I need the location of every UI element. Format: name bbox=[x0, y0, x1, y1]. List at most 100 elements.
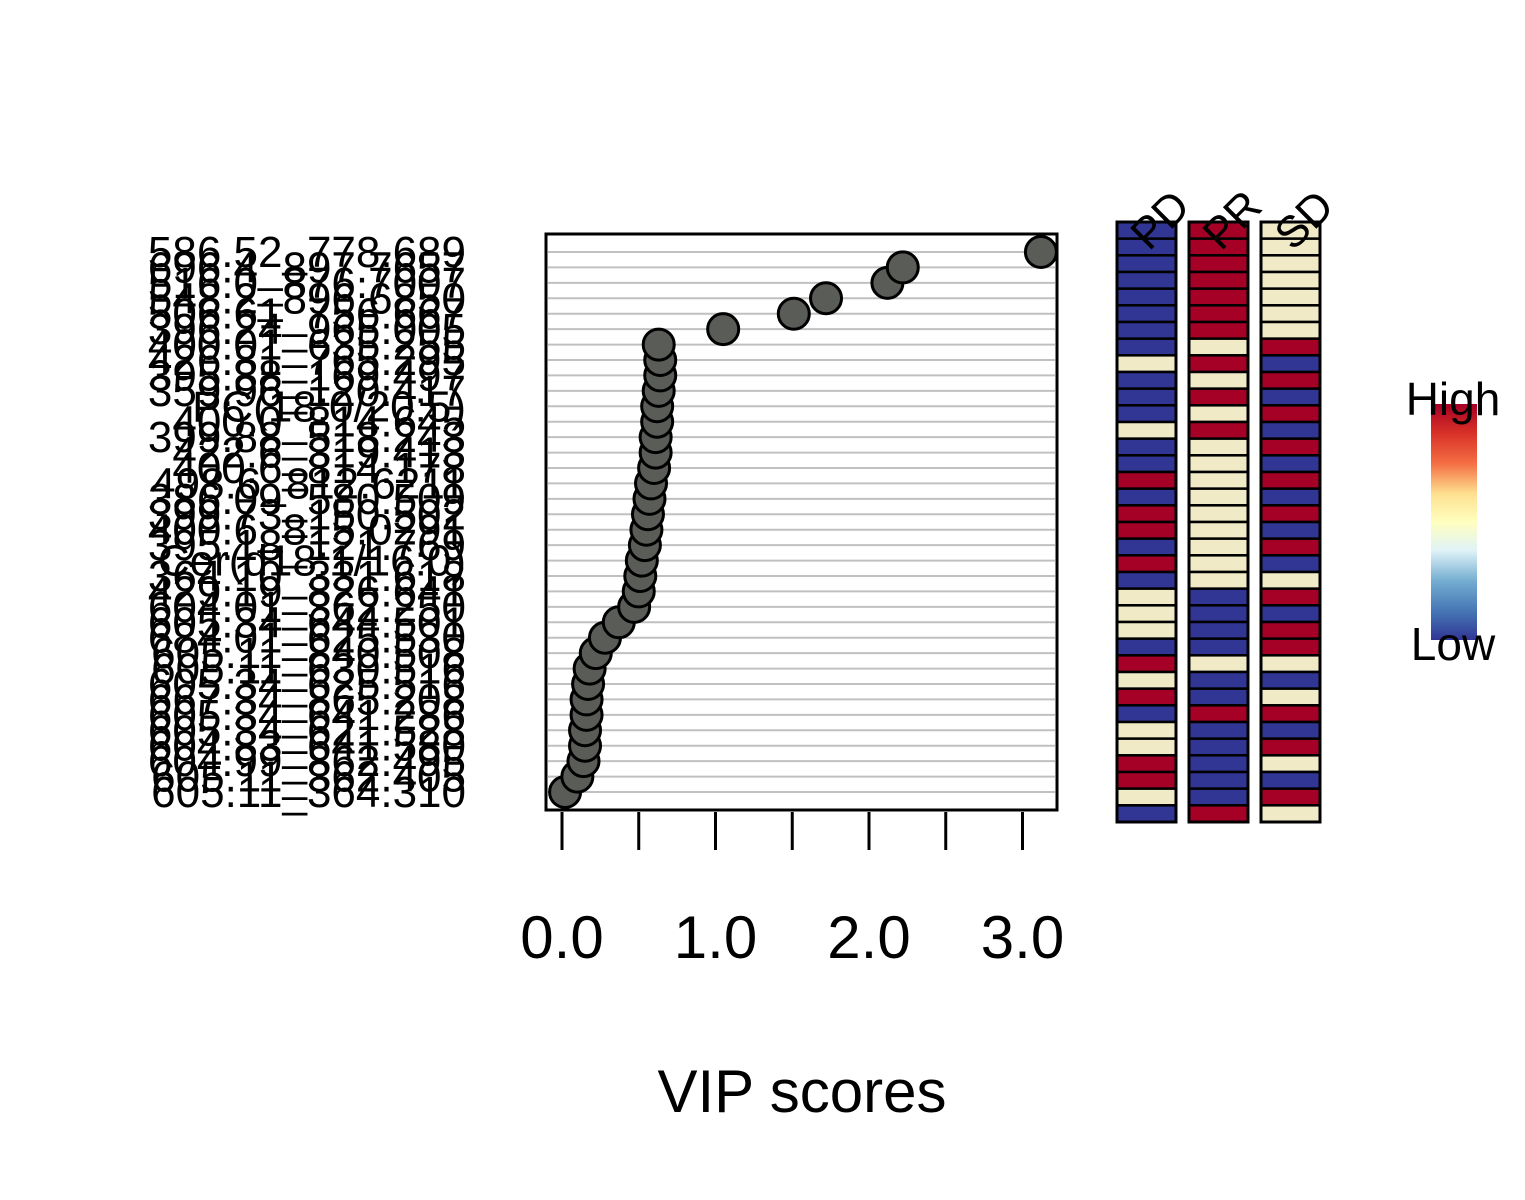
heatmap-cell bbox=[1187, 704, 1250, 724]
heatmap-cell bbox=[1187, 487, 1250, 507]
heatmap-cell bbox=[1115, 287, 1178, 307]
heatmap-cell bbox=[1259, 304, 1322, 324]
heatmap-cell bbox=[1259, 737, 1322, 757]
feature-label: 605.11_630.516 bbox=[151, 645, 466, 694]
heatmap-cell bbox=[1259, 787, 1322, 807]
feature-label: 386.09_580.509 bbox=[148, 475, 466, 524]
heatmap-cell bbox=[1115, 804, 1178, 824]
heatmap-cell bbox=[1115, 687, 1178, 707]
feature-label: 604.83_641.580 bbox=[148, 722, 466, 771]
heatmap-cell bbox=[1115, 420, 1178, 440]
feature-label: 506.61_756.667 bbox=[148, 290, 466, 339]
x-axis-label: VIP scores bbox=[657, 1058, 946, 1125]
feature-label: 586.52_778.689 bbox=[148, 228, 466, 277]
feature-label: 604.99_862.495 bbox=[148, 737, 466, 786]
heatmap-cell bbox=[1259, 637, 1322, 657]
group-heatmap bbox=[1115, 220, 1322, 824]
feature-label: 400.0_814.645 bbox=[172, 398, 466, 447]
heatmap-cell bbox=[1259, 804, 1322, 824]
feature-label: 605.34_644.501 bbox=[148, 598, 466, 647]
feature-label: PC(18:0/20:5) bbox=[192, 382, 466, 431]
heatmap-cell bbox=[1259, 570, 1322, 590]
feature-label: 605.11_364.310 bbox=[151, 768, 466, 817]
heatmap-cell bbox=[1187, 637, 1250, 657]
feature-label: 396.24_965.005 bbox=[148, 305, 466, 354]
heatmap-cell bbox=[1187, 337, 1250, 357]
heatmap-cell bbox=[1115, 637, 1178, 657]
heatmap-cell bbox=[1115, 770, 1178, 790]
heatmap-cell bbox=[1187, 287, 1250, 307]
heatmap-cell bbox=[1259, 587, 1322, 607]
heatmap-cell bbox=[1187, 387, 1250, 407]
heatmap-cell bbox=[1187, 270, 1250, 290]
heatmap-column-border bbox=[1187, 220, 1250, 824]
legend-high-label: High bbox=[1406, 373, 1501, 425]
heatmap-cell bbox=[1187, 554, 1250, 574]
heatmap-cell bbox=[1115, 337, 1178, 357]
heatmap-cell bbox=[1259, 687, 1322, 707]
heatmap-cell bbox=[1259, 470, 1322, 490]
heatmap-cell bbox=[1115, 370, 1178, 390]
feature-label: 605.11_362.405 bbox=[151, 753, 466, 802]
heatmap-cell bbox=[1259, 454, 1322, 474]
heatmap-cell bbox=[1259, 604, 1322, 624]
feature-label: 399.88_518.243 bbox=[148, 413, 466, 462]
heatmap-cell bbox=[1259, 754, 1322, 774]
feature-label: 422.6_319.413 bbox=[172, 429, 466, 478]
heatmap-cell bbox=[1187, 754, 1250, 774]
vip-point bbox=[776, 296, 811, 331]
heatmap-cell bbox=[1115, 354, 1178, 374]
grid-lines bbox=[548, 251, 1055, 793]
heatmap-cell bbox=[1115, 754, 1178, 774]
feature-label: 359.96_120.417 bbox=[148, 367, 466, 416]
feature-label: 605.34_621.528 bbox=[148, 706, 466, 755]
plot-frame bbox=[544, 232, 1059, 812]
heatmap-cell bbox=[1187, 787, 1250, 807]
heatmap-cell bbox=[1187, 654, 1250, 674]
heatmap-cell bbox=[1259, 270, 1322, 290]
x-tick-label: 1.0 bbox=[674, 904, 757, 971]
heatmap-cell bbox=[1115, 320, 1178, 340]
heatmap-cell bbox=[1187, 454, 1250, 474]
vip-point bbox=[885, 250, 920, 285]
legend-low-label: Low bbox=[1411, 618, 1496, 670]
heatmap-cell bbox=[1115, 604, 1178, 624]
heatmap-cell bbox=[1259, 354, 1322, 374]
feature-labels: 586.52_778.689696.4_897.7657516.0_876.70… bbox=[148, 228, 466, 817]
feature-label: 426.81_765.295 bbox=[148, 336, 466, 385]
heatmap-cell bbox=[1115, 654, 1178, 674]
x-tick-label: 0.0 bbox=[520, 904, 603, 971]
heatmap-cell bbox=[1115, 404, 1178, 424]
heatmap-cell bbox=[1259, 487, 1322, 507]
heatmap-cell bbox=[1115, 720, 1178, 740]
color-scale-bar bbox=[1431, 404, 1477, 640]
heatmap-cell bbox=[1187, 354, 1250, 374]
feature-label: 605.34_625.516 bbox=[148, 660, 466, 709]
heatmap-cell bbox=[1187, 504, 1250, 524]
heatmap-cell bbox=[1187, 587, 1250, 607]
vip-points bbox=[548, 235, 1058, 809]
heatmap-cell bbox=[1115, 537, 1178, 557]
vip-point bbox=[1023, 235, 1058, 269]
heatmap-cell bbox=[1259, 437, 1322, 457]
feature-label: 696.4_897.7657 bbox=[148, 243, 466, 292]
heatmap-cell bbox=[1259, 420, 1322, 440]
heatmap-cell bbox=[1115, 737, 1178, 757]
heatmap-cell bbox=[1187, 770, 1250, 790]
feature-label: Cer(d18:1/16:0) bbox=[158, 537, 466, 586]
heatmap-cell bbox=[1259, 704, 1322, 724]
heatmap-cell bbox=[1187, 720, 1250, 740]
heatmap-cell bbox=[1259, 404, 1322, 424]
heatmap-cell bbox=[1259, 537, 1322, 557]
heatmap-cell bbox=[1259, 670, 1322, 690]
heatmap-cell bbox=[1115, 387, 1178, 407]
heatmap-cell bbox=[1259, 554, 1322, 574]
heatmap-cell bbox=[1187, 320, 1250, 340]
feature-label: 399.73_150.502 bbox=[148, 490, 466, 539]
x-axis: 0.0 1.0 2.0 3.0 bbox=[520, 812, 1064, 971]
feature-label: 364.10_331.618 bbox=[148, 552, 466, 601]
heatmap-cell bbox=[1259, 370, 1322, 390]
heatmap-cell bbox=[1259, 720, 1322, 740]
heatmap-column-border bbox=[1259, 220, 1322, 824]
